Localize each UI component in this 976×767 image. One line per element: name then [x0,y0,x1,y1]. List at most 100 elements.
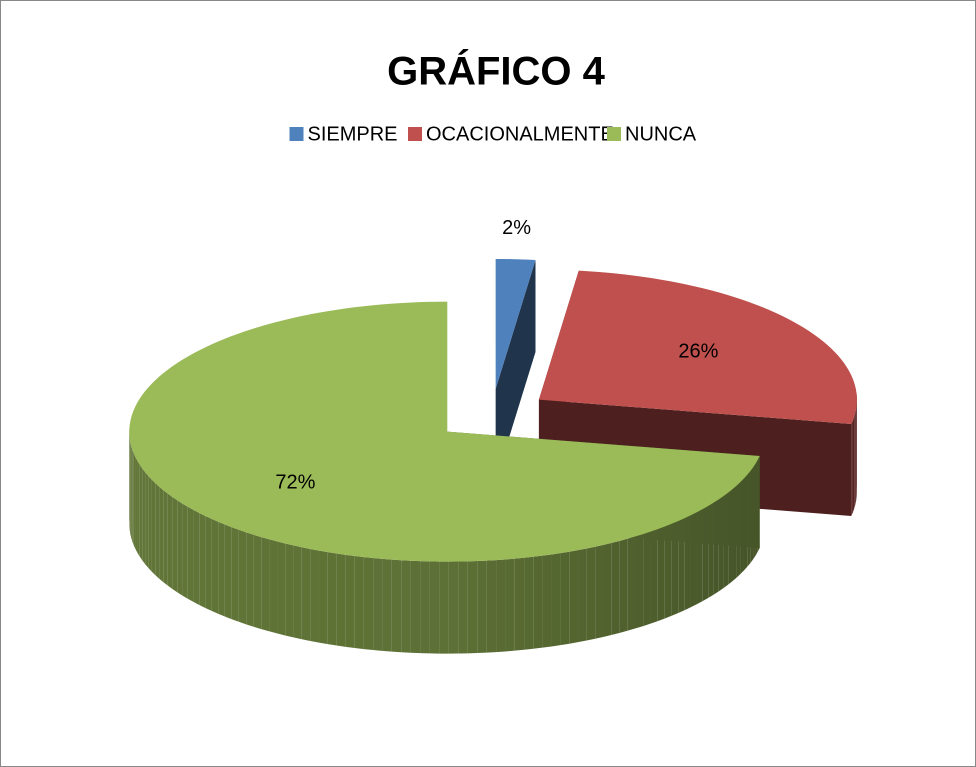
slice-side [301,547,311,641]
slice-side [627,536,636,631]
slice-side [354,556,364,650]
data-label: 2% [502,217,531,239]
slice-side [137,460,140,557]
slice-side [619,538,628,633]
slice-side [133,453,136,550]
slice-side [732,485,737,582]
slice-side [560,551,570,646]
slice-side [135,457,138,553]
data-label: 26% [678,341,718,363]
slice-side [643,531,651,627]
slice-side [401,560,411,653]
slice-side [130,441,132,538]
slice-side [728,489,733,585]
slice-side [238,529,247,625]
slice-side [253,534,262,630]
slice-side [269,539,278,634]
slice-side [246,532,254,627]
slice-side [129,437,131,534]
slice-side [611,540,620,635]
slice-side [755,459,758,556]
slice-side [285,543,294,638]
slice-side [132,449,134,546]
slice-side [319,550,328,645]
slice-side [373,558,383,651]
slice-side [718,496,724,592]
slice-side [486,560,497,653]
slice-side [151,479,156,576]
legend-label: OCACIONALMENTE [426,123,614,145]
slice-side [586,546,596,641]
chart-title: GRÁFICO 4 [387,49,606,94]
slice-side [635,534,644,629]
slice [538,270,857,425]
slice-side [458,561,468,654]
slice-side [723,492,729,589]
slice-side [750,467,754,564]
data-label: 72% [275,471,315,493]
slice-side [743,474,748,571]
slice-side [145,472,149,568]
slice-side [713,499,719,595]
slice-side [448,561,459,654]
slice-side [551,553,561,647]
slice-side [595,544,604,639]
slice-side [740,478,744,575]
slice-side [533,555,543,649]
slice-side [702,505,709,602]
legend-swatch [607,127,621,141]
slice-side [148,475,152,572]
slice-side [182,503,188,599]
slice-side [363,557,374,651]
slice-side [231,527,239,622]
slice-side [496,559,506,653]
slice-side [187,506,194,602]
slice-side [142,468,146,565]
slice-side [205,515,212,611]
slice-side [345,554,355,649]
slice-side [310,548,320,643]
slice-side [650,529,658,624]
slice-side [211,518,219,614]
legend-swatch [408,127,422,141]
slice-side [139,464,143,561]
slice-side [420,561,430,654]
slice-side [167,493,173,589]
slice-side [159,486,164,583]
slice-side [657,526,665,622]
slice-side [467,561,478,654]
legend-label: SIEMPRE [308,123,398,145]
slice-side [708,502,714,598]
slice-side [851,420,853,517]
legend-swatch [289,127,304,141]
slice-side [224,524,232,620]
slice-side [678,518,685,613]
slice [129,301,760,562]
slice-side [747,471,751,567]
slice-side [439,561,449,654]
slice-side [293,545,302,640]
slice-side [172,496,178,593]
slice-side [410,560,421,654]
slice-side [854,412,856,509]
slice-side [477,560,487,654]
slice-side [671,520,679,616]
legend-label: NUNCA [625,123,697,145]
slice-side [429,561,440,654]
slice-side [218,521,225,617]
slice-side [856,404,857,501]
slice-side [199,512,206,608]
slice-side [193,509,200,605]
slice [495,258,536,389]
slice-side [696,509,703,605]
slice-side [277,541,286,636]
slice-side [542,554,552,648]
slice-side [664,523,672,619]
slice-side [855,408,857,505]
slice-side [163,490,168,586]
slice-side [852,416,855,513]
slice-side [131,445,133,542]
slice-side [514,557,525,651]
slice-side [578,548,587,643]
